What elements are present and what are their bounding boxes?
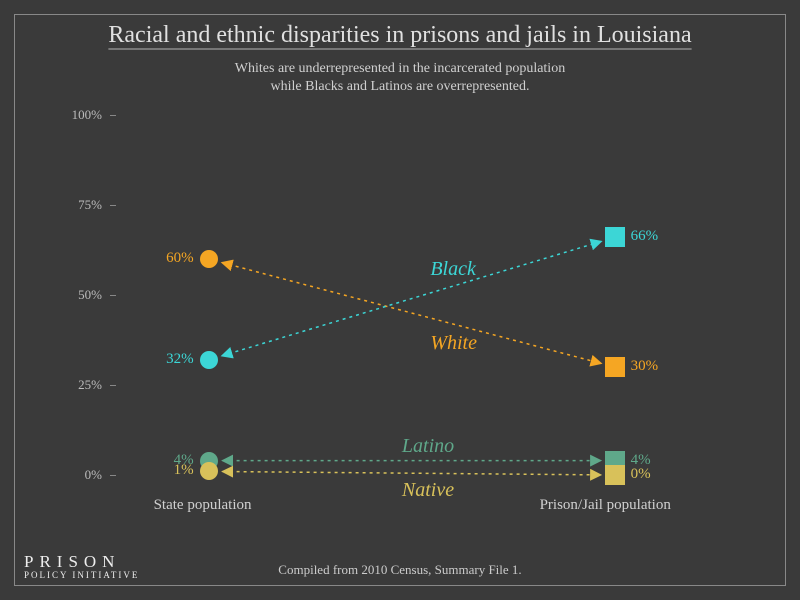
series-label-black: Black [430, 258, 476, 281]
y-tick: 100% [72, 107, 110, 123]
slope-chart: 0%25%50%75%100%State populationPrison/Ja… [110, 115, 690, 475]
slope-line-white [222, 263, 601, 364]
series-label-native: Native [402, 479, 454, 502]
prison-marker-native [605, 465, 625, 485]
prison-pct-black: 66% [631, 228, 659, 245]
y-tick: 0% [85, 467, 110, 483]
prison-pct-white: 30% [631, 358, 659, 375]
y-tick: 25% [78, 377, 110, 393]
subtitle-line-1: Whites are underrepresented in the incar… [235, 61, 565, 76]
slope-line-native [223, 472, 601, 475]
state-pct-black: 32% [166, 351, 194, 368]
state-pct-native: 1% [174, 462, 194, 479]
subtitle-line-2: while Blacks and Latinos are overreprese… [271, 79, 530, 94]
chart-title: Racial and ethnic disparities in prisons… [0, 22, 800, 49]
x-label-prison: Prison/Jail population [540, 497, 671, 514]
logo: PRISON POLICY INITIATIVE [24, 552, 139, 580]
logo-line-2: POLICY INITIATIVE [24, 570, 139, 580]
prison-pct-native: 0% [631, 466, 651, 483]
prison-marker-black [605, 227, 625, 247]
prison-marker-white [605, 357, 625, 377]
y-tick: 50% [78, 287, 110, 303]
logo-line-1: PRISON [24, 552, 139, 572]
series-label-latino: Latino [402, 435, 454, 458]
chart-subtitle: Whites are underrepresented in the incar… [0, 60, 800, 96]
state-pct-white: 60% [166, 250, 194, 267]
series-label-white: White [430, 332, 477, 355]
y-tick: 75% [78, 197, 110, 213]
state-marker-white [200, 250, 218, 268]
x-label-state: State population [154, 497, 252, 514]
state-marker-black [200, 351, 218, 369]
slope-line-black [222, 241, 601, 355]
connection-lines [110, 115, 690, 475]
state-marker-native [200, 462, 218, 480]
